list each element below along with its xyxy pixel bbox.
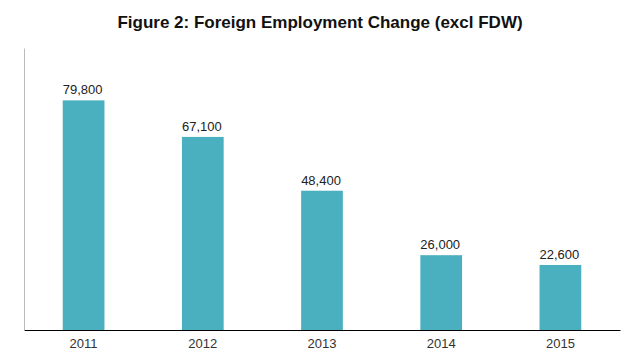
x-tick: 2014 [427, 330, 456, 351]
x-tick: 2012 [188, 330, 217, 351]
title: Figure 2: Foreign Employment Change (exc… [117, 13, 522, 32]
bar [182, 137, 224, 330]
x-tick-label: 2012 [188, 336, 217, 351]
x-tick-label: 2015 [546, 336, 575, 351]
bar [420, 255, 462, 330]
bar [63, 100, 105, 330]
x-tick-label: 2013 [308, 336, 337, 351]
data-label: 48,400 [301, 173, 341, 188]
x-tick: 2015 [546, 330, 575, 351]
data-label: 67,100 [182, 119, 222, 134]
x-tick-label: 2011 [70, 336, 98, 351]
y-axis-line [24, 49, 25, 331]
data-label: 22,600 [540, 247, 580, 262]
bar [540, 265, 582, 330]
bar [301, 191, 343, 330]
y-axis [24, 49, 25, 331]
x-axis: 2011 2012 2013 2014 2015 [25, 330, 621, 351]
data-labels: 79,800 67,100 48,400 26,000 22,600 [63, 82, 580, 262]
data-label: 26,000 [420, 237, 460, 252]
x-tick: 2013 [308, 330, 337, 351]
chart: Figure 2: Foreign Employment Change (exc… [0, 0, 640, 364]
x-axis-line [25, 330, 621, 331]
bars [63, 100, 582, 330]
x-tick-label: 2014 [427, 336, 456, 351]
data-label: 79,800 [63, 82, 103, 97]
plot: 2011 2012 2013 2014 2015 79,800 67,100 48,400 26… [25, 49, 621, 352]
x-tick: 2011 [70, 330, 98, 351]
